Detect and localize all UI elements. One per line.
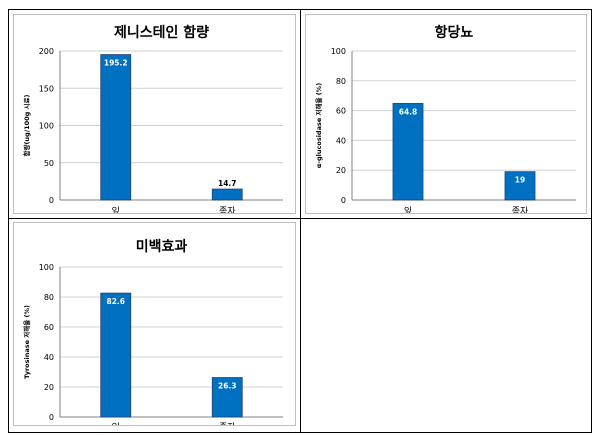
y-tick-label: 40	[44, 353, 54, 362]
bar	[211, 377, 243, 418]
y-axis-label: 함량(ug/100g 시료)	[22, 94, 31, 156]
data-label: 14.7	[218, 179, 237, 188]
chart-title: 항당뇨	[435, 24, 474, 41]
chart-panel-antidiabetic: 항당뇨 0 20 40 60 80 100 α-glucosidase 저해율 (%) 잎 64.…	[305, 14, 587, 214]
y-tick-label: 60	[44, 323, 54, 332]
y-axis-label: α-glucosidase 저해율 (%)	[314, 83, 323, 168]
y-axis-label: Tyrosinase 저해율 (%)	[22, 305, 31, 379]
data-label: 82.6	[106, 297, 125, 306]
data-label: 26.3	[218, 382, 237, 391]
y-tick-label: 100	[39, 122, 54, 131]
bar	[211, 188, 243, 201]
y-tick-label: 0	[341, 196, 346, 205]
y-tick-label: 0	[49, 196, 54, 205]
data-label: 195.2	[104, 59, 128, 68]
x-tick-label: 잎	[112, 205, 120, 213]
data-label: 19	[515, 176, 525, 185]
bar	[504, 171, 536, 201]
chart-panel-genistein: 제니스테인 함량 0 50 100 150 200 함량(ug/100g 시료) 잎 195.2…	[13, 14, 296, 214]
bar	[100, 292, 132, 418]
x-tick-label: 잎	[404, 205, 412, 213]
y-tick-label: 100	[331, 47, 346, 56]
y-tick-label: 100	[39, 263, 54, 272]
y-tick-label: 20	[44, 383, 54, 392]
y-tick-label: 80	[44, 293, 54, 302]
chart-title: 제니스테인 함량	[114, 24, 209, 41]
y-tick-label: 20	[336, 166, 346, 175]
y-tick-label: 0	[49, 413, 54, 422]
y-tick-label: 50	[44, 159, 54, 168]
chart-title: 미백효과	[136, 239, 188, 255]
chart-grid: 제니스테인 함량 0 50 100 150 200 함량(ug/100g 시료) 잎 195.2…	[8, 9, 592, 433]
chart-antidiabetic: 항당뇨 0 20 40 60 80 100 α-glucosidase 저해율 (%) 잎 64.…	[314, 24, 576, 213]
x-tick-label: 종자	[219, 206, 236, 213]
bar	[392, 103, 424, 201]
data-label: 64.8	[399, 107, 418, 116]
x-tick-label: 종자	[219, 422, 236, 425]
chart-genistein: 제니스테인 함량 0 50 100 150 200 함량(ug/100g 시료) 잎 195.2…	[22, 24, 283, 213]
chart-whitening: 미백효과 0 20 40 60 80 100 Tyrosinase 저해율 (%) 잎 82.6 종…	[22, 239, 283, 425]
y-tick-label: 40	[336, 136, 346, 145]
x-tick-label: 종자	[512, 206, 529, 213]
y-tick-label: 80	[336, 77, 346, 86]
chart-panel-whitening: 미백효과 0 20 40 60 80 100 Tyrosinase 저해율 (%) 잎 82.6 종…	[13, 222, 296, 426]
y-tick-label: 200	[39, 47, 54, 56]
grid-divider-vertical	[300, 10, 301, 432]
bar	[100, 54, 132, 201]
y-tick-label: 150	[39, 84, 54, 93]
grid-divider-horizontal	[9, 218, 591, 219]
x-tick-label: 잎	[112, 421, 120, 425]
y-tick-label: 60	[336, 107, 346, 116]
